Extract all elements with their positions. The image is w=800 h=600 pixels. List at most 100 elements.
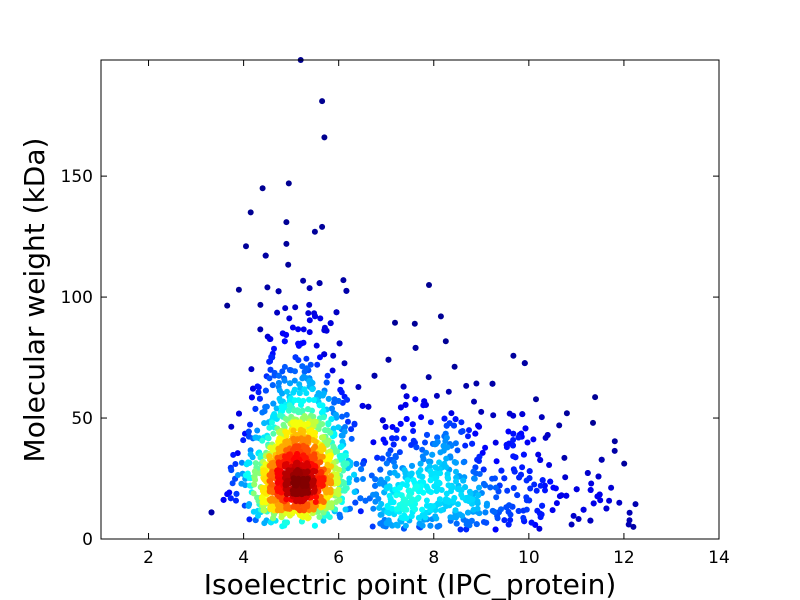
data-point <box>412 485 419 492</box>
data-point <box>264 284 271 291</box>
data-point <box>510 437 517 443</box>
data-point <box>260 469 267 476</box>
data-point <box>435 479 442 486</box>
data-point <box>491 509 498 515</box>
data-point <box>249 454 256 461</box>
data-point <box>483 502 490 509</box>
data-point <box>310 479 317 486</box>
data-point <box>305 463 312 470</box>
data-point <box>520 514 527 521</box>
data-point <box>550 484 557 491</box>
data-point <box>315 390 322 397</box>
data-point <box>268 481 275 488</box>
data-point <box>492 439 499 446</box>
data-point <box>278 403 285 410</box>
data-point <box>590 500 597 507</box>
data-point <box>254 494 261 501</box>
data-point <box>300 326 307 333</box>
x-tick-label: 10 <box>518 548 540 568</box>
data-point <box>501 517 508 524</box>
data-point <box>279 390 286 397</box>
data-point <box>404 477 411 484</box>
data-point <box>482 444 489 451</box>
data-point <box>420 402 427 409</box>
data-point <box>537 457 544 463</box>
data-point <box>378 501 385 507</box>
data-point <box>248 394 255 401</box>
data-point <box>396 484 403 491</box>
data-point <box>470 506 477 513</box>
data-point <box>311 488 318 495</box>
data-point <box>240 437 247 444</box>
data-point <box>341 360 348 367</box>
data-point <box>504 487 511 494</box>
x-tick-label: 4 <box>238 548 249 568</box>
data-point <box>454 447 461 454</box>
data-point <box>270 400 277 407</box>
data-point <box>370 505 377 512</box>
data-point <box>475 492 482 499</box>
data-point <box>274 309 281 316</box>
data-point <box>587 517 594 524</box>
data-point <box>587 487 594 493</box>
data-point <box>279 368 286 375</box>
data-point <box>266 496 273 503</box>
data-point <box>452 416 459 423</box>
data-point <box>522 425 529 432</box>
data-point <box>250 508 257 515</box>
data-point <box>246 516 253 523</box>
data-point <box>418 414 425 421</box>
data-point <box>417 467 424 473</box>
data-point <box>229 480 236 487</box>
data-point <box>348 435 355 442</box>
data-point <box>457 526 464 533</box>
data-point <box>515 434 522 441</box>
data-point <box>460 459 467 466</box>
data-point <box>392 463 399 470</box>
data-point <box>283 240 290 247</box>
data-point <box>266 487 273 494</box>
data-point <box>266 358 273 365</box>
data-point <box>372 476 379 483</box>
data-point <box>319 477 326 484</box>
data-point <box>338 378 345 385</box>
data-point <box>252 460 259 467</box>
data-point <box>568 521 575 528</box>
data-point <box>420 456 427 463</box>
x-tick-label: 2 <box>143 548 154 568</box>
data-point <box>355 384 362 390</box>
data-point <box>427 477 434 484</box>
data-point <box>230 451 237 458</box>
data-point <box>296 390 303 397</box>
data-point <box>227 495 234 502</box>
data-point <box>432 513 439 520</box>
data-point <box>260 507 267 513</box>
data-point <box>475 422 481 429</box>
data-point <box>236 410 242 417</box>
plot-frame <box>100 59 720 540</box>
data-point <box>268 460 275 467</box>
data-point <box>445 482 452 489</box>
data-point <box>316 402 323 409</box>
data-point <box>423 497 430 504</box>
axis-ticks: 2 4 6 8 10 12 14 0 50 100 150 <box>61 60 730 568</box>
data-point <box>323 489 330 496</box>
data-point <box>243 243 249 250</box>
data-point <box>437 449 444 456</box>
data-point <box>510 442 516 449</box>
data-point <box>526 468 533 475</box>
data-point <box>606 497 613 504</box>
data-point <box>489 475 496 482</box>
data-point <box>306 396 313 403</box>
data-point <box>269 382 276 389</box>
data-point <box>311 522 318 529</box>
data-point <box>533 396 539 403</box>
data-point <box>294 459 301 466</box>
data-point <box>357 508 364 515</box>
data-point <box>352 499 359 506</box>
data-point <box>406 487 413 494</box>
data-point <box>536 525 543 532</box>
data-point <box>547 478 554 485</box>
data-point <box>625 521 632 528</box>
data-point <box>379 417 386 424</box>
